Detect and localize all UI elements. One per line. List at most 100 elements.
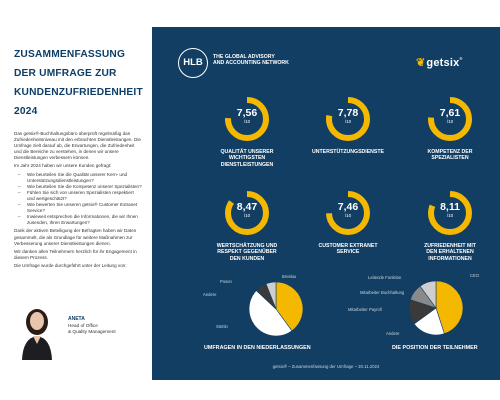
question-item: Wie beurteilen Sie die Kompetenz unserer…	[14, 184, 142, 190]
kpi-score: 7,56/10	[223, 107, 271, 125]
kpi-label-line: CUSTOMER EXTRANET	[318, 243, 378, 249]
kpi-denominator: /10	[446, 213, 454, 218]
kpi-label-line: RESPEKT GEGENÜBER	[217, 249, 277, 256]
kpi-value: 8,47	[236, 201, 258, 213]
panel-footer: getsix® – Zusammenfassung der Umfrage – …	[272, 364, 380, 369]
kpi-label-line: UNTERSTÜTZUNGSDIENSTE	[311, 149, 385, 155]
kpi-ring-arc	[428, 97, 472, 141]
getsix-wordmark: getsix	[426, 57, 460, 69]
question-item: Inwieweit entsprechen die Informationen,…	[14, 214, 142, 226]
lead-paragraph: Die Umfrage wurde durchgeführt unter der…	[14, 262, 127, 268]
question-item: Wie bewerten Sie unseren getsix® Custome…	[14, 202, 142, 214]
kpi-tile: 7,46/10 CUSTOMER EXTRANET SERVICE	[293, 189, 403, 269]
getsix-logo: ❦getsix®	[416, 56, 463, 69]
hlb-tagline: THE GLOBAL ADVISORY AND ACCOUNTING NETWO…	[213, 54, 289, 67]
kpi-tile: 8,47/10 WERTSCHÄTZUNG UND RESPEKT GEGENÜBE…	[192, 189, 302, 269]
kpi-score: 8,11/10	[426, 201, 474, 219]
kpi-value: 7,56	[236, 107, 258, 119]
kpi-label: CUSTOMER EXTRANET SERVICE	[293, 243, 403, 256]
kpi-score: 7,61/10	[426, 107, 474, 125]
kpi-score: 8,47/10	[223, 201, 271, 219]
kpi-value: 7,46	[337, 201, 359, 213]
getsix-leaf-icon: ❦	[416, 57, 426, 69]
kpi-ring-arc	[326, 191, 370, 235]
kpi-denominator: /10	[446, 119, 454, 124]
branches-pie-chart: Breslau Posen Andere Stettin UMFRAGEN IN DEN…	[198, 273, 328, 353]
signatory-role-line: & Quality Management	[68, 329, 116, 335]
thanks-data-paragraph: Dank der aktiven Beteiligung der Befragt…	[14, 228, 137, 246]
body-text: Das getsix®-Buchhaltungsbüro überprüft r…	[14, 131, 142, 269]
kpi-label-line: SPEZIALISTEN	[431, 155, 469, 162]
kpi-value: 7,61	[439, 107, 461, 119]
pie-slice-label: Stettin	[216, 324, 228, 329]
kpi-ring	[326, 191, 370, 235]
pie-slice	[275, 281, 304, 332]
kpi-label-line: DIENSTLEISTUNGEN	[220, 161, 274, 168]
title-line: DER UMFRAGE ZUR	[14, 68, 117, 79]
kpi-tile: 7,78/10 UNTERSTÜTZUNGSDIENSTE	[293, 95, 403, 175]
portrait-photo	[22, 309, 52, 360]
intro-paragraph: Das getsix®-Buchhaltungsbüro überprüft r…	[14, 131, 141, 161]
hlb-tagline-line: AND ACCOUNTING NETWORK	[213, 60, 289, 67]
signatory-name: ANETA	[68, 316, 85, 322]
kpi-label-line: KOMPETENZ DER	[427, 149, 473, 155]
kpi-label-line: QUALITÄT UNSERER	[220, 149, 274, 155]
kpi-label: QUALITÄT UNSERER WICHTIGSTEN DIENSTLEISTUN…	[192, 149, 302, 168]
kpi-ring-arc	[326, 97, 370, 141]
kpi-tile: 7,61/10 KOMPETENZ DER SPEZIALISTEN	[395, 95, 500, 175]
kpi-label: ZUFRIEDENHEIT MIT DEN ERHALTENEN INFORMATI…	[395, 243, 500, 262]
kpi-denominator: /10	[344, 213, 352, 218]
title-line: ZUSAMMENFASSUNG	[14, 49, 126, 60]
signatory-role: Head of Office & Quality Management	[68, 323, 116, 335]
kpi-ring	[326, 97, 370, 141]
hlb-mark: HLB	[178, 48, 208, 78]
pie-slice-label: Mitarbeiter Buchhaltung	[360, 290, 405, 295]
thanks-all-paragraph: Wir danken allen Teilnehmern herzlich fü…	[14, 248, 137, 260]
kpi-tile: 7,56/10 QUALITÄT UNSERER WICHTIGSTEN DIENST…	[192, 95, 302, 175]
title-line: 2024	[14, 106, 38, 117]
signatory-role-line: Head of Office	[68, 323, 98, 328]
kpi-ring-arc	[428, 191, 472, 235]
kpi-label: UNTERSTÜTZUNGSDIENSTE	[293, 149, 403, 155]
kpi-label-line: ZUFRIEDENHEIT MIT	[424, 243, 476, 249]
kpi-ring	[225, 191, 269, 235]
kpi-label: KOMPETENZ DER SPEZIALISTEN	[395, 149, 500, 162]
kpi-label-line: INFORMATIONEN	[428, 255, 472, 262]
kpi-tile: 8,11/10 ZUFRIEDENHEIT MIT DEN ERHALTENEN IN…	[395, 189, 500, 269]
pie-slice-label: Leitende Funktion	[368, 275, 402, 280]
question-item: Fühlen Sie sich von unseren Spezialisten…	[14, 190, 142, 202]
kpi-value: 8,11	[440, 201, 460, 213]
pie-slice-label: CEO	[470, 273, 480, 278]
kpi-denominator: /10	[243, 119, 251, 124]
question-item: Wie beurteilen Sie die Qualität unserer …	[14, 172, 142, 184]
pie-svg	[248, 281, 304, 337]
kpi-label-line: WERTSCHÄTZUNG UND	[216, 243, 278, 249]
kpi-ring-arc	[225, 97, 269, 141]
kpi-label-line: SERVICE	[336, 249, 360, 256]
pie-slice-label: Andere	[203, 292, 217, 297]
results-panel: HLB THE GLOBAL ADVISORY AND ACCOUNTING N…	[152, 27, 500, 380]
kpi-value: 7,78	[337, 107, 359, 119]
questions-intro: Im Jahr 2024 haben wir unsere Kunden gef…	[14, 163, 112, 169]
pie-slice	[265, 281, 277, 310]
questions-list: Wie beurteilen Sie die Qualität unserer …	[14, 172, 142, 227]
kpi-ring	[428, 191, 472, 235]
getsix-registered: ®	[459, 56, 463, 61]
pie-title: DIE POSITION DER TEILNEHMER	[392, 345, 478, 351]
positions-pie-chart: CEO Leitende Funktion Mitarbeiter Buchhalt…	[348, 273, 482, 353]
page-title: ZUSAMMENFASSUNG DER UMFRAGE ZUR KUNDENZU…	[14, 45, 143, 121]
kpi-label-line: WICHTIGSTEN	[228, 155, 266, 162]
pie-svg	[408, 280, 464, 336]
kpi-label-line: DEN KUNDEN	[229, 255, 265, 262]
pie-slice-label: Andere	[386, 331, 400, 336]
kpi-label: WERTSCHÄTZUNG UND RESPEKT GEGENÜBER DEN KU…	[192, 243, 302, 262]
kpi-ring	[225, 97, 269, 141]
kpi-denominator: /10	[243, 213, 251, 218]
title-line: KUNDENZUFRIEDENHEIT	[14, 87, 143, 98]
kpi-score: 7,78/10	[324, 107, 372, 125]
pie-slice	[419, 280, 437, 309]
pie-slice-label: Posen	[220, 279, 232, 284]
kpi-label-line: DEN ERHALTENEN	[426, 249, 474, 256]
pie-slice-label: Breslau	[282, 274, 297, 279]
kpi-ring	[428, 97, 472, 141]
